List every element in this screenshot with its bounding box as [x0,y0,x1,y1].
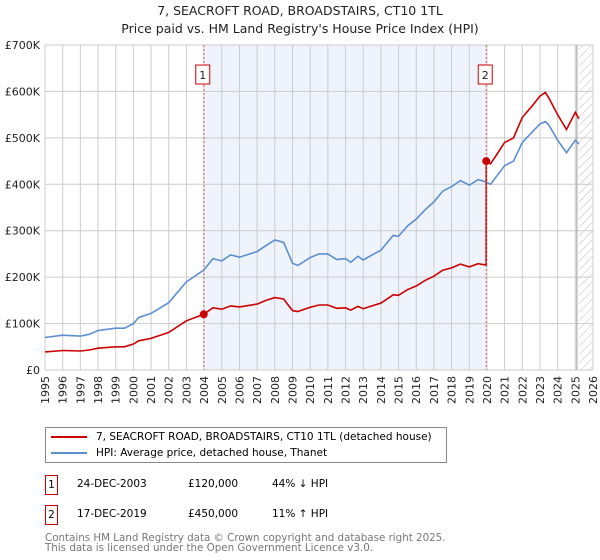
x-tick-label: 2024 [552,376,565,404]
sale-label: 2 [482,69,489,82]
x-tick-label: 2000 [127,376,140,404]
transaction-date: 17-DEC-2019 [77,508,147,520]
x-tick-label: 2009 [286,376,299,404]
legend-swatch-hpi [51,452,87,454]
transaction-price: £120,000 [188,478,239,490]
x-tick-label: 1995 [39,376,52,404]
x-tick-label: 2004 [198,376,211,404]
transaction-price: £450,000 [188,508,239,520]
transaction-date: 24-DEC-2003 [77,478,147,490]
y-tick-label: £200K [5,271,41,284]
y-tick-label: £700K [5,39,41,52]
chart-title: 7, SEACROFT ROAD, BROADSTAIRS, CT10 1TL [157,3,443,18]
x-tick-label: 1996 [57,376,70,404]
y-tick-label: £100K [5,318,41,331]
x-tick-label: 2023 [534,376,547,404]
legend: 7, SEACROFT ROAD, BROADSTAIRS, CT10 1TL … [45,427,447,463]
x-tick-label: 1998 [92,376,105,404]
x-tick-label: 2006 [233,376,246,404]
sale-label-box [477,64,493,85]
footer: Contains HM Land Registry data © Crown c… [45,533,446,553]
x-tick-label: 2003 [180,376,193,404]
y-tick-label: £0 [26,364,40,377]
x-tick-label: 2022 [516,376,529,404]
x-tick-label: 2005 [216,376,229,404]
y-tick-label: £300K [5,225,41,238]
y-tick-label: £500K [5,132,41,145]
x-tick-label: 1999 [110,376,123,404]
sale-point [199,310,208,319]
x-tick-label: 2002 [163,376,176,404]
x-tick-label: 2019 [463,376,476,404]
x-tick-label: 2010 [304,376,317,404]
transaction-badge: 1 [45,475,58,495]
transaction-hpi-delta: 11% ↑ HPI [272,508,329,520]
price-chart: 1 2 1995 1996 1997 1998 1999 2000 2001 2002 2003 20… [5,39,600,404]
legend-swatch-property [51,436,87,438]
chart-subtitle: Price paid vs. HM Land Registry's House … [121,21,479,36]
x-tick-label: 2020 [481,376,494,404]
y-tick-label: £600K [5,85,41,98]
property-price-line [44,91,580,353]
sale-label: 1 [199,69,206,82]
x-tick-label: 2021 [499,376,512,404]
footer-licence: This data is licensed under the Open Gov… [45,542,374,554]
x-tick-label: 2026 [587,376,600,404]
x-tick-label: 2011 [322,376,335,404]
footer-copyright: Contains HM Land Registry data © Crown c… [45,532,446,544]
legend-item-property: 7, SEACROFT ROAD, BROADSTAIRS, CT10 1TL … [51,431,432,443]
hpi-line [44,120,580,339]
x-tick-label: 2014 [375,376,388,404]
forecast-hatch [578,45,593,370]
x-tick-label: 2008 [269,376,282,404]
sale-point [482,157,491,166]
legend-item-hpi: HPI: Average price, detached house, Than… [51,447,327,459]
x-tick-label: 2018 [446,376,459,404]
x-tick-label: 2007 [251,376,264,404]
x-tick-label: 1997 [74,376,87,404]
x-tick-label: 2001 [145,376,158,404]
transaction-hpi-delta: 44% ↓ HPI [272,478,329,490]
ownership-period-shade [203,45,487,370]
legend-label-property: 7, SEACROFT ROAD, BROADSTAIRS, CT10 1TL … [96,431,432,443]
x-tick-label: 2025 [569,376,582,404]
x-tick-label: 2012 [340,376,353,404]
transaction-badge: 2 [45,505,58,525]
y-tick-label: £400K [5,178,41,191]
x-tick-label: 2013 [357,376,370,404]
x-tick-label: 2015 [393,376,406,404]
x-tick-label: 2016 [410,376,423,404]
sale-label-box [195,64,211,85]
x-tick-label: 2017 [428,376,441,404]
legend-label-hpi: HPI: Average price, detached house, Than… [96,447,328,459]
